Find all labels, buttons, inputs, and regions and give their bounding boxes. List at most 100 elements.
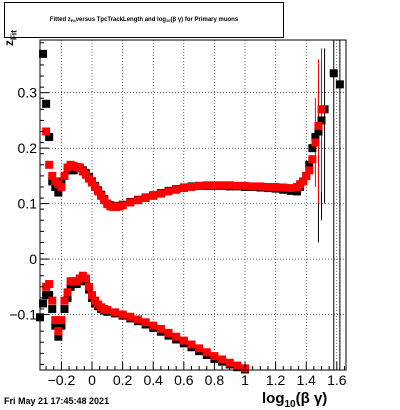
red-point — [195, 181, 204, 190]
red-point — [286, 184, 295, 193]
red-point — [149, 191, 158, 200]
red-point — [311, 138, 320, 147]
red-point — [57, 316, 66, 325]
red-point — [248, 182, 257, 191]
black-point — [60, 304, 69, 313]
red-point — [126, 198, 135, 207]
red-point — [149, 321, 158, 330]
red-series — [42, 105, 326, 373]
red-point — [225, 358, 234, 367]
red-point — [126, 312, 135, 321]
red-point — [42, 127, 51, 136]
red-point — [305, 166, 314, 175]
red-point — [263, 182, 272, 191]
x-tick-label: 1 — [241, 372, 249, 388]
red-point — [60, 171, 69, 180]
red-point — [271, 182, 280, 191]
red-point — [94, 187, 103, 196]
x-axis-label: log10(β γ) — [262, 390, 328, 410]
red-point — [156, 189, 165, 198]
red-point — [279, 183, 288, 192]
red-point — [187, 340, 196, 349]
black-point — [311, 133, 320, 142]
red-point — [164, 328, 173, 337]
chart-title: Fitted z Fit versus TpcTrackLength and lo… — [49, 17, 239, 23]
red-point — [195, 344, 204, 353]
x-tick-label: 0.8 — [205, 372, 225, 388]
y-tick-label: 0.3 — [18, 85, 38, 101]
black-point — [293, 187, 302, 196]
footer-timestamp: Fri May 21 17:45:48 2021 — [4, 396, 110, 406]
red-point — [299, 177, 308, 186]
black-point — [57, 321, 66, 330]
red-point — [233, 361, 242, 370]
red-point — [45, 280, 54, 289]
red-point — [218, 181, 227, 190]
x-tick-label: 1.6 — [327, 372, 347, 388]
red-point — [308, 155, 317, 164]
black-point — [54, 332, 63, 341]
x-tick-labels: −0.2 0 0.2 0.4 0.6 0.8 1 1.2 1.4 1.6 — [48, 372, 347, 388]
black-point — [314, 127, 323, 136]
black-point — [45, 291, 54, 300]
y-tick-labels: −0.1 0 0.1 0.2 0.3 — [9, 85, 37, 323]
red-point — [54, 327, 63, 336]
red-point — [133, 315, 142, 324]
black-point — [329, 69, 338, 78]
red-point — [302, 171, 311, 180]
red-point — [141, 318, 150, 327]
red-point — [210, 181, 219, 190]
y-tick-label: 0 — [29, 251, 37, 267]
red-point — [210, 352, 219, 361]
x-tick-label: 1.2 — [266, 372, 286, 388]
x-tick-label: 0.4 — [143, 372, 163, 388]
red-point — [187, 182, 196, 191]
red-point — [51, 316, 60, 325]
red-point — [202, 348, 211, 357]
black-point — [308, 144, 317, 153]
red-point — [91, 182, 100, 191]
red-point — [48, 171, 57, 180]
x-tick-label: 1.4 — [296, 372, 316, 388]
red-point — [164, 187, 173, 196]
red-point — [256, 182, 265, 191]
red-point — [133, 196, 142, 205]
red-point — [97, 191, 106, 200]
y-tick-label: 0.2 — [18, 140, 38, 156]
red-point — [57, 182, 66, 191]
red-point — [317, 105, 326, 114]
red-point — [81, 274, 90, 283]
axis-ticks — [40, 42, 345, 370]
red-point — [84, 282, 93, 291]
red-point — [179, 336, 188, 345]
black-point — [39, 299, 48, 308]
black-point — [305, 160, 314, 169]
y-tick-label: −0.1 — [9, 307, 37, 323]
red-point — [179, 184, 188, 193]
red-point — [88, 291, 97, 300]
black-point — [51, 321, 60, 330]
red-point — [118, 310, 127, 319]
black-point — [45, 133, 54, 142]
red-point — [60, 296, 69, 305]
red-point — [63, 288, 72, 297]
black-point — [42, 99, 51, 108]
red-point — [118, 201, 127, 210]
y-tick-label: 0.1 — [18, 196, 38, 212]
plot-frame — [39, 39, 347, 371]
red-point — [45, 160, 54, 169]
black-point — [335, 80, 344, 89]
x-tick-label: −0.2 — [48, 372, 76, 388]
red-point — [88, 178, 97, 187]
x-tick-label: 0 — [88, 372, 96, 388]
y-axis-label: zFit — [2, 30, 19, 46]
black-point — [48, 304, 57, 313]
black-point — [54, 188, 63, 197]
title-box: Fitted z Fit versus TpcTrackLength and lo… — [4, 2, 284, 38]
red-point — [110, 308, 119, 317]
red-point — [156, 324, 165, 333]
black-point — [317, 116, 326, 125]
red-point — [48, 296, 57, 305]
red-point — [172, 332, 181, 341]
